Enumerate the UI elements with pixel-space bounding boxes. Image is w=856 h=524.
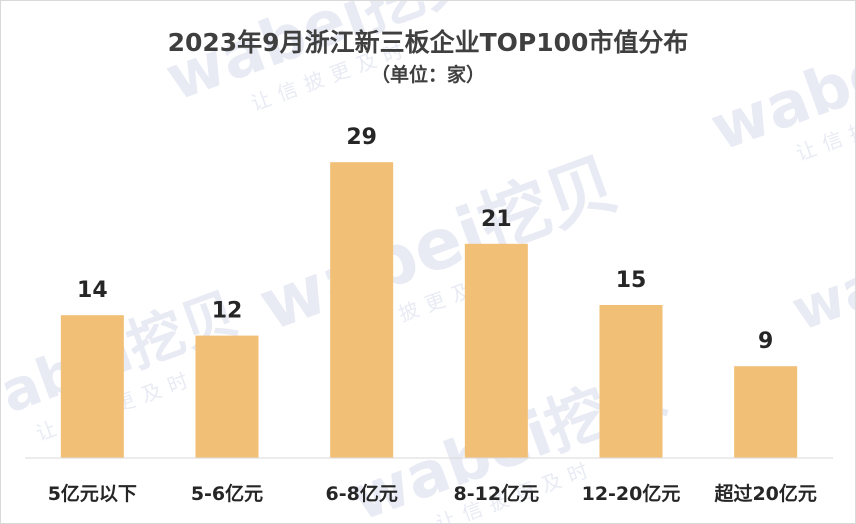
bar: [330, 162, 394, 458]
category-axis: 5亿元以下 5-6亿元 6-8亿元 8-12亿元 12-20亿元 超过20亿元: [25, 457, 833, 505]
x-tick-label: 8-12亿元: [454, 482, 540, 505]
chart-subtitle: （单位：家）: [371, 63, 485, 86]
value-label-group: 14 12 29 21 15 9: [77, 125, 773, 354]
x-tick-label: 12-20亿元: [582, 482, 681, 505]
bar: [464, 243, 528, 458]
bar: [599, 305, 663, 458]
data-label: 14: [77, 278, 108, 303]
watermark-logo: wabei挖贝: [784, 181, 855, 344]
x-tick-label: 5亿元以下: [48, 482, 137, 505]
bar: [60, 315, 124, 458]
data-label: 9: [758, 329, 773, 354]
bar: [195, 335, 259, 458]
chart-title: 2023年9月浙江新三板企业TOP100市值分布: [168, 28, 689, 57]
bar: [734, 366, 798, 458]
watermark-logo: wabei挖贝: [249, 142, 628, 347]
watermark-logo: wabei挖贝: [156, 1, 492, 115]
bar-group: [60, 162, 798, 458]
x-tick-label: 超过20亿元: [713, 482, 816, 505]
data-label: 29: [346, 125, 377, 150]
data-label: 15: [616, 268, 647, 293]
data-label: 21: [481, 207, 512, 232]
data-label: 12: [212, 299, 243, 324]
x-tick-label: 6-8亿元: [326, 482, 398, 505]
x-tick-label: 5-6亿元: [191, 482, 263, 505]
